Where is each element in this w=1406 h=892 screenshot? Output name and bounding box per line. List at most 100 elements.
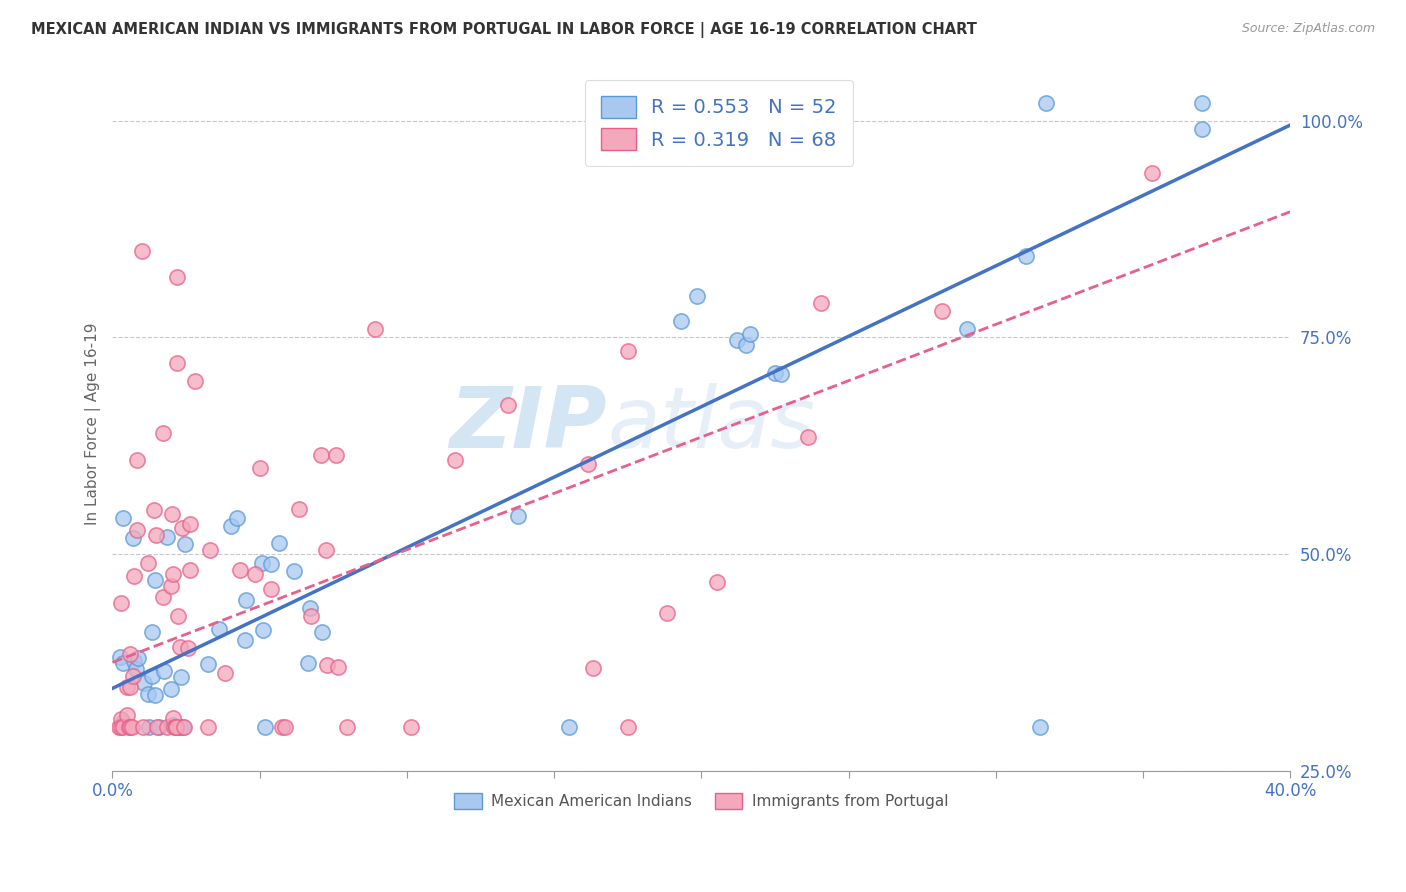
Point	[309, 448, 332, 462]
Point	[118, 720, 141, 734]
Point	[148, 720, 170, 734]
Point	[125, 523, 148, 537]
Point	[1035, 96, 1057, 111]
Point	[170, 671, 193, 685]
Point	[582, 661, 605, 675]
Point	[146, 720, 169, 734]
Point	[160, 681, 183, 696]
Point	[725, 334, 748, 348]
Point	[283, 564, 305, 578]
Point	[156, 720, 179, 734]
Point	[121, 531, 143, 545]
Point	[118, 720, 141, 734]
Point	[141, 625, 163, 640]
Point	[506, 509, 529, 524]
Point	[200, 543, 222, 558]
Point	[125, 662, 148, 676]
Point	[110, 720, 132, 734]
Point	[735, 338, 758, 352]
Point	[297, 656, 319, 670]
Point	[111, 511, 134, 525]
Point	[763, 366, 786, 380]
Point	[558, 720, 581, 734]
Point	[141, 669, 163, 683]
Point	[233, 633, 256, 648]
Point	[173, 536, 195, 550]
Point	[122, 669, 145, 683]
Point	[299, 601, 322, 615]
Point	[184, 374, 207, 388]
Point	[145, 688, 167, 702]
Point	[250, 556, 273, 570]
Point	[399, 720, 422, 734]
Point	[235, 592, 257, 607]
Point	[228, 563, 250, 577]
Point	[110, 712, 132, 726]
Point	[1142, 166, 1164, 180]
Text: ZIP: ZIP	[450, 383, 607, 466]
Point	[162, 718, 184, 732]
Point	[336, 720, 359, 734]
Point	[121, 720, 143, 734]
Point	[1029, 720, 1052, 734]
Legend: Mexican American Indians, Immigrants from Portugal: Mexican American Indians, Immigrants fro…	[449, 787, 955, 815]
Point	[496, 398, 519, 412]
Point	[810, 295, 832, 310]
Point	[118, 681, 141, 695]
Point	[162, 507, 184, 521]
Point	[267, 536, 290, 550]
Point	[127, 650, 149, 665]
Point	[179, 563, 201, 577]
Point	[738, 326, 761, 341]
Point	[260, 582, 283, 596]
Point	[1015, 249, 1038, 263]
Point	[797, 430, 820, 444]
Point	[311, 624, 333, 639]
Point	[136, 687, 159, 701]
Point	[769, 368, 792, 382]
Point	[931, 304, 953, 318]
Point	[252, 624, 274, 638]
Point	[254, 720, 277, 734]
Point	[165, 720, 187, 734]
Point	[288, 501, 311, 516]
Point	[243, 566, 266, 581]
Point	[956, 322, 979, 336]
Point	[143, 573, 166, 587]
Point	[160, 579, 183, 593]
Point	[214, 666, 236, 681]
Point	[270, 720, 292, 734]
Point	[325, 448, 347, 462]
Point	[172, 521, 194, 535]
Point	[197, 720, 219, 734]
Point	[131, 244, 153, 258]
Point	[179, 517, 201, 532]
Text: atlas: atlas	[607, 383, 815, 466]
Point	[686, 289, 709, 303]
Point	[299, 608, 322, 623]
Point	[249, 461, 271, 475]
Point	[162, 711, 184, 725]
Y-axis label: In Labor Force | Age 16-19: In Labor Force | Age 16-19	[86, 323, 101, 525]
Point	[152, 426, 174, 441]
Point	[163, 720, 186, 734]
Point	[1191, 96, 1213, 111]
Point	[166, 269, 188, 284]
Point	[166, 608, 188, 623]
Point	[443, 452, 465, 467]
Point	[177, 641, 200, 656]
Point	[122, 654, 145, 668]
Point	[138, 720, 160, 734]
Point	[165, 720, 187, 734]
Point	[364, 322, 387, 336]
Point	[1191, 122, 1213, 136]
Point	[173, 720, 195, 734]
Point	[616, 720, 638, 734]
Point	[617, 343, 640, 358]
Point	[316, 657, 339, 672]
Point	[225, 511, 247, 525]
Point	[127, 452, 149, 467]
Point	[576, 457, 599, 471]
Point	[117, 681, 139, 695]
Point	[115, 707, 138, 722]
